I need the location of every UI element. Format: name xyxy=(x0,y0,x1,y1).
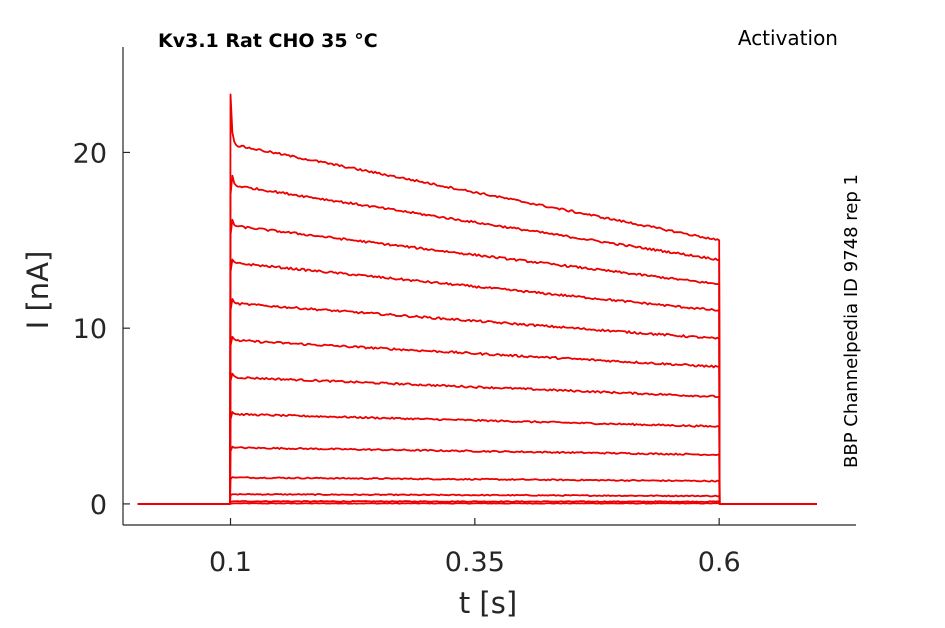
y-tick-label: 20 xyxy=(73,138,107,169)
current-trace xyxy=(137,174,817,505)
current-trace xyxy=(137,298,817,505)
x-tick-label: 0.35 xyxy=(445,547,505,578)
current-trace xyxy=(137,93,817,505)
current-trace xyxy=(137,258,817,505)
current-trace xyxy=(137,492,817,505)
chart-title: Kv3.1 Rat CHO 35 °C xyxy=(158,30,378,52)
current-trace xyxy=(137,372,817,505)
source-label: BBP Channelpedia ID 9748 rep 1 xyxy=(841,174,862,468)
current-trace xyxy=(137,218,817,505)
trace-group xyxy=(137,93,817,505)
axes xyxy=(122,47,856,526)
y-tick-label: 0 xyxy=(90,490,107,521)
y-axis-label: I [nA] xyxy=(21,251,55,330)
current-trace xyxy=(137,445,817,505)
y-tick-label: 10 xyxy=(73,314,107,345)
current-trace xyxy=(137,411,817,505)
current-trace xyxy=(137,335,817,505)
x-tick-label: 0.1 xyxy=(209,547,252,578)
current-trace xyxy=(137,476,817,505)
current-trace xyxy=(137,500,817,505)
x-axis-label: t [s] xyxy=(459,586,517,620)
current-trace xyxy=(137,502,817,505)
tick-group: 0.1 0.35 0.6 0 10 20 xyxy=(73,138,741,578)
x-tick-label: 0.6 xyxy=(698,547,741,578)
panel-label-activation: Activation xyxy=(738,26,838,50)
